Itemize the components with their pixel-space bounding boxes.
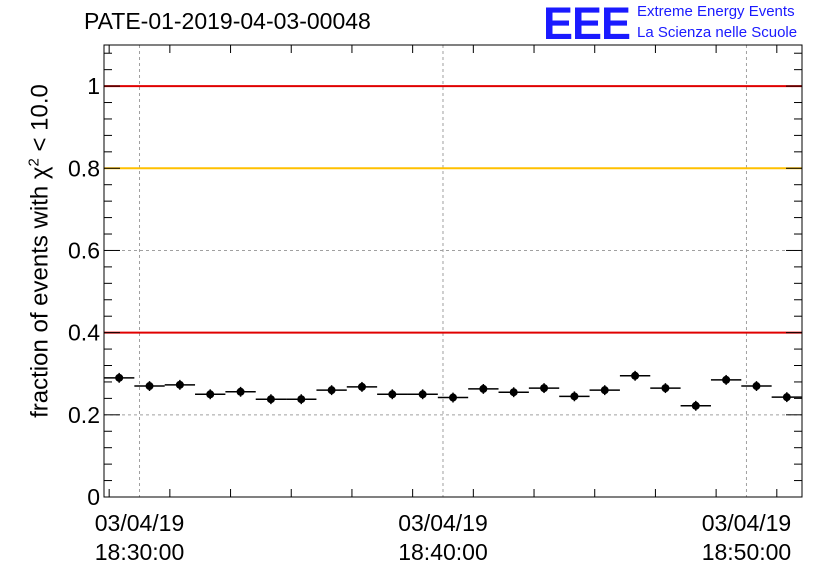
data-point-14 xyxy=(540,384,549,393)
y-tick-label-0: 0 xyxy=(87,484,100,510)
data-point-2 xyxy=(175,380,184,389)
x-tick-label-0-time: 18:30:00 xyxy=(95,539,185,565)
y-tick-label-1: 0.2 xyxy=(68,402,100,428)
data-point-3 xyxy=(206,390,215,399)
data-point-6 xyxy=(297,395,306,404)
data-point-13 xyxy=(509,388,518,397)
data-point-19 xyxy=(691,401,700,410)
x-tick-label-1-date: 03/04/19 xyxy=(398,510,488,536)
x-tick-label-0-date: 03/04/19 xyxy=(95,510,185,536)
data-point-17 xyxy=(631,371,640,380)
data-point-8 xyxy=(357,382,366,391)
logo-text-line2: La Scienza nelle Scuole xyxy=(637,24,798,41)
y-axis-label-chi: χ xyxy=(26,166,54,180)
data-point-21 xyxy=(752,382,761,391)
data-point-10 xyxy=(418,390,427,399)
y-tick-label-2: 0.4 xyxy=(68,320,100,346)
data-point-5 xyxy=(266,395,275,404)
plot-frame xyxy=(103,44,803,498)
data-point-11 xyxy=(449,393,457,402)
y-tick-label-5: 1 xyxy=(87,73,100,99)
logo-text-line1: Extreme Energy Events xyxy=(637,3,795,20)
x-tick-label-2-time: 18:50:00 xyxy=(702,539,792,565)
data-point-0 xyxy=(115,373,124,382)
data-point-18 xyxy=(661,384,670,393)
data-point-22 xyxy=(782,393,791,402)
y-axis-label-sup: 2 xyxy=(25,158,43,167)
y-tick-label-4: 0.8 xyxy=(68,155,100,181)
x-tick-label-2-date: 03/04/19 xyxy=(702,510,792,536)
data-point-7 xyxy=(327,386,336,395)
data-point-4 xyxy=(236,387,245,396)
y-tick-label-3: 0.6 xyxy=(68,237,100,263)
data-point-15 xyxy=(570,392,579,401)
data-point-1 xyxy=(145,382,154,391)
data-point-9 xyxy=(388,390,397,399)
eee-logo-letters: EEE xyxy=(543,0,631,49)
data-point-20 xyxy=(722,375,731,384)
chart-title: PATE-01-2019-04-03-00048 xyxy=(84,8,371,34)
y-axis-label-prefix: fraction of events with xyxy=(26,179,54,418)
data-point-16 xyxy=(600,386,609,395)
data-point-12 xyxy=(479,384,488,393)
y-axis-label-suffix: < 10.0 xyxy=(26,84,54,159)
x-tick-label-1-time: 18:40:00 xyxy=(398,539,488,565)
